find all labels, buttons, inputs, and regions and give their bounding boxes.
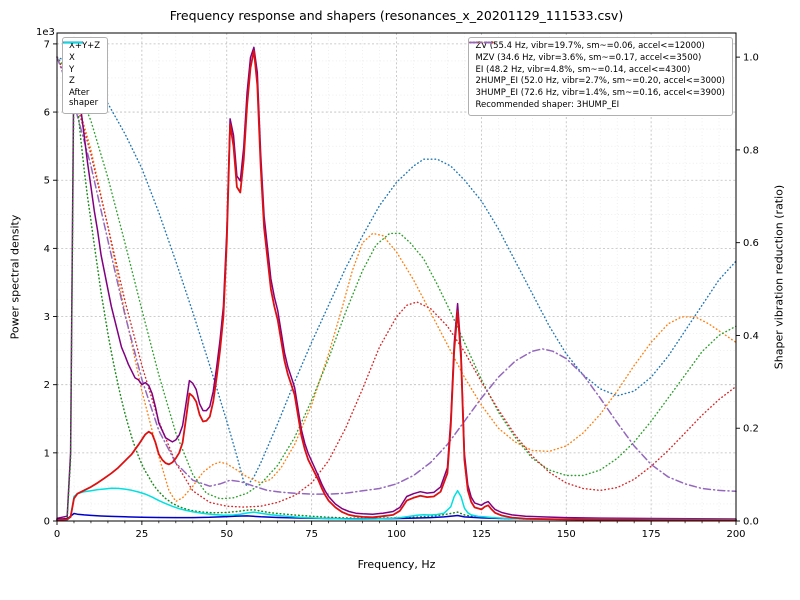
legend-label-X: X — [69, 52, 75, 63]
y-axis-offset-text: 1e3 — [36, 27, 55, 38]
legend-sample-blank — [469, 38, 495, 47]
legend-sample-3HUMP_EI — [469, 41, 496, 44]
y-left-tick-label: 5 — [44, 176, 50, 187]
series-line-EI — [56, 56, 737, 500]
legend-psd: X+Y+Z X Y Z After shaper — [62, 37, 109, 114]
y-left-tick-label: 6 — [44, 108, 50, 119]
legend-item-After-shaper: After shaper — [63, 41, 100, 109]
legend-item-EI: EI (48.2 Hz, vibr=4.8%, sm~=0.14, accel<… — [469, 41, 725, 76]
series-line-3HUMP_EI — [56, 56, 737, 495]
series-line-Y — [56, 70, 737, 521]
legend-label-X+Y+Z: X+Y+Z — [69, 41, 101, 51]
legend-label-EI: EI (48.2 Hz, vibr=4.8%, sm~=0.14, accel<… — [475, 64, 691, 75]
x-tick-label: 150 — [557, 529, 576, 540]
series-line-MZV — [56, 56, 737, 503]
x-tick-label: 75 — [305, 529, 318, 540]
y-left-tick-label: 0 — [44, 517, 50, 528]
y-left-tick-label: 4 — [44, 244, 50, 255]
x-tick-label: 0 — [54, 529, 60, 540]
legend-label-Y: Y — [69, 64, 75, 75]
y-right-tick-label: 0.6 — [743, 238, 759, 249]
y-axis-right-label: Shaper vibration reduction (ratio) — [772, 184, 786, 370]
series-line-Z — [56, 512, 737, 521]
y-left-tick-label: 3 — [44, 312, 50, 323]
y-right-tick-label: 0.8 — [743, 145, 759, 156]
legend-item-recommended-shaper: Recommended shaper: 3HUMP_EI — [475, 99, 725, 111]
legend-label-ZV: ZV (55.4 Hz, vibr=19.7%, sm~=0.06, accel… — [475, 41, 705, 51]
series-line-After-shaper — [56, 487, 737, 522]
x-tick-label: 200 — [726, 529, 745, 540]
legend-item-Z: Z — [63, 41, 100, 87]
x-axis-label: Frequency, Hz — [357, 558, 436, 571]
x-tick-label: 50 — [220, 529, 233, 540]
series-line-X — [56, 49, 737, 522]
y-right-tick-label: 0.0 — [743, 517, 759, 528]
x-tick-label: 25 — [136, 529, 149, 540]
x-tick-label: 175 — [642, 529, 661, 540]
y-right-tick-label: 0.4 — [743, 331, 759, 342]
legend-shapers: ZV (55.4 Hz, vibr=19.7%, sm~=0.06, accel… — [468, 37, 733, 116]
y-left-tick-label: 2 — [44, 380, 50, 391]
series-line-ZV — [56, 56, 737, 487]
legend-sample-After-shaper — [63, 41, 83, 44]
chart-title: Frequency response and shapers (resonanc… — [169, 8, 624, 23]
x-tick-label: 100 — [387, 529, 406, 540]
legend-label-recommended-shaper: Recommended shaper: 3HUMP_EI — [475, 99, 620, 110]
legend-item-ZV: ZV (55.4 Hz, vibr=19.7%, sm~=0.06, accel… — [469, 41, 725, 52]
legend-label-MZV: MZV (34.6 Hz, vibr=3.6%, sm~=0.17, accel… — [475, 52, 702, 63]
y-right-tick-label: 0.2 — [743, 424, 759, 435]
legend-item-MZV: MZV (34.6 Hz, vibr=3.6%, sm~=0.17, accel… — [469, 41, 725, 64]
legend-item-3HUMP_EI: 3HUMP_EI (72.6 Hz, vibr=1.4%, sm~=0.16, … — [469, 41, 725, 99]
y-left-tick-label: 1 — [44, 448, 50, 459]
y-right-tick-label: 1.0 — [743, 53, 759, 64]
legend-label-2HUMP_EI: 2HUMP_EI (52.0 Hz, vibr=2.7%, sm~=0.20, … — [475, 76, 725, 87]
series-line-2HUMP_EI — [56, 56, 737, 508]
y-axis-left-label: Power spectral density — [8, 214, 22, 340]
legend-item-2HUMP_EI: 2HUMP_EI (52.0 Hz, vibr=2.7%, sm~=0.20, … — [469, 41, 725, 87]
legend-label-After-shaper: After shaper — [69, 88, 99, 108]
y-left-tick-label: 7 — [44, 39, 50, 50]
legend-label-3HUMP_EI: 3HUMP_EI (72.6 Hz, vibr=1.4%, sm~=0.16, … — [475, 88, 725, 99]
x-tick-label: 125 — [472, 529, 491, 540]
legend-item-Y: Y — [63, 41, 100, 76]
legend-label-Z: Z — [69, 76, 75, 87]
legend-item-X: X — [63, 41, 100, 64]
